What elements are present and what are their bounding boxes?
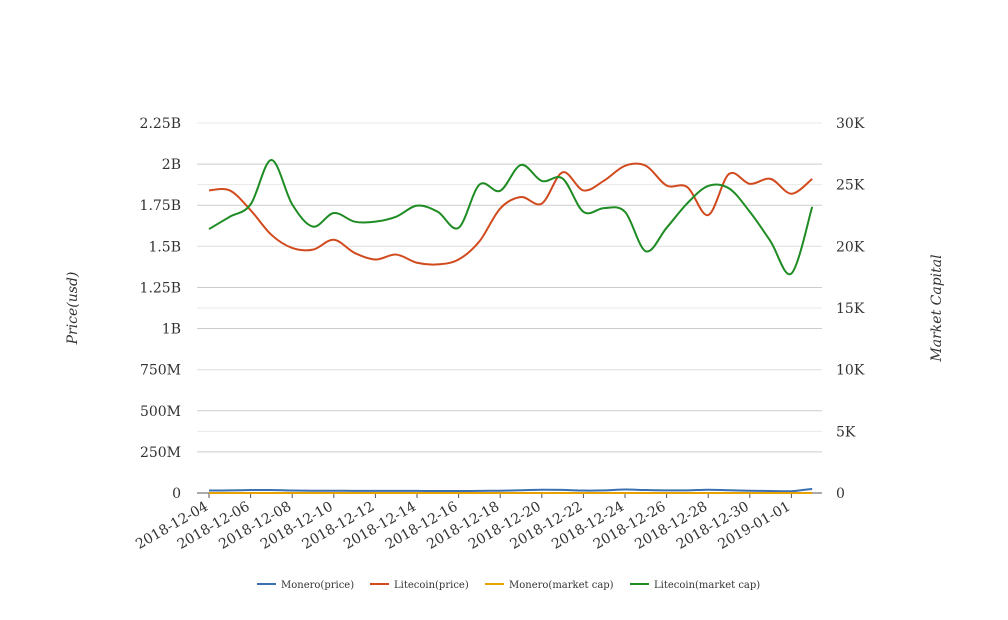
y-right-tick-label: 25K [836, 178, 865, 194]
y-left-tick-label: 1.25B [140, 280, 181, 296]
y-left-tick-label: 1.5B [148, 239, 181, 255]
y-axis-right-title: Market Capital [929, 254, 945, 362]
y-left-tick-label: 2B [162, 157, 181, 173]
series-line-litecoin-market-cap [208, 159, 814, 276]
legend: Monero(price) Litecoin(price) Monero(marke… [257, 580, 760, 591]
legend-label-monero-price: Monero(price) [281, 580, 354, 591]
y-left-tick-label: 2.25B [140, 116, 181, 132]
y-right-tick-label: 20K [836, 239, 865, 255]
series-lines [208, 159, 814, 495]
y-right-tick-label: 30K [836, 116, 865, 132]
legend-label-litecoin-market-cap: Litecoin(market cap) [654, 580, 760, 591]
y-right-tick-label: 5K [836, 424, 856, 440]
y-left-tick-label: 750M [140, 363, 181, 379]
series-line-litecoin-price [208, 162, 813, 266]
y-left-tick-label: 1.75B [140, 198, 181, 214]
y-right-tick-label: 10K [836, 363, 865, 379]
y-left-tick-label: 250M [140, 445, 181, 461]
y-left-tick-label: 500M [140, 404, 181, 420]
axes: 0 250M 500M 750M 1B 1.25B 1.5B 1.75B 2B 2.25B 0 5K 1… [133, 116, 865, 553]
y-left-tick-label: 0 [172, 486, 181, 502]
legend-label-monero-market-cap: Monero(market cap) [509, 580, 614, 591]
legend-label-litecoin-price: Litecoin(price) [394, 580, 469, 591]
y-right-tick-label: 0 [836, 486, 845, 502]
y-axis-left-title: Price(usd) [65, 272, 81, 346]
series-line-monero-price [208, 487, 813, 493]
y-right-tick-label: 15K [836, 301, 865, 317]
y-left-tick-label: 1B [162, 322, 181, 338]
